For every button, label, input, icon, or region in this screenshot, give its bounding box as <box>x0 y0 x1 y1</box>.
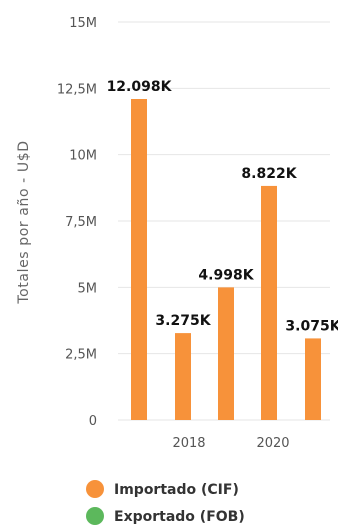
y-tick-label: 10M <box>69 149 97 164</box>
data-label: 12.098K <box>107 79 173 95</box>
grid <box>118 21 330 421</box>
x-tick-label: 2018 <box>172 436 205 451</box>
y-tick-label: 2,5M <box>65 348 97 363</box>
data-label: 3.075K <box>285 318 338 334</box>
y-tick-label: 7,5M <box>65 215 97 230</box>
bar[interactable] <box>261 185 277 420</box>
x-tick-label: 2020 <box>256 436 289 451</box>
legend-item[interactable]: Importado (CIF) <box>86 480 239 498</box>
bar[interactable] <box>131 98 147 421</box>
y-tick-label: 5M <box>78 281 98 296</box>
y-tick-label: 0 <box>89 414 97 429</box>
x-axis: 2018 2020 <box>172 436 289 451</box>
legend-item[interactable]: Exportado (FOB) <box>86 507 245 525</box>
y-axis-title: Totales por año - U$D <box>16 140 32 304</box>
bar[interactable] <box>305 338 321 420</box>
legend: Importado (CIF) Exportado (FOB) <box>86 480 245 525</box>
data-label: 8.822K <box>241 166 297 182</box>
legend-marker <box>86 507 104 525</box>
bar[interactable] <box>175 333 191 420</box>
legend-marker <box>86 480 104 498</box>
data-label: 4.998K <box>198 267 254 283</box>
y-axis: 0 2,5M 5M 7,5M 10M 12,5M 15M <box>57 16 97 429</box>
y-tick-label: 12,5M <box>57 82 97 97</box>
y-tick-label: 15M <box>69 16 97 31</box>
data-labels: 12.098K 3.275K 4.998K 8.822K 3.075K <box>107 79 338 334</box>
bars <box>131 98 321 421</box>
legend-label: Importado (CIF) <box>114 482 239 498</box>
data-label: 3.275K <box>155 313 211 329</box>
legend-label: Exportado (FOB) <box>114 509 245 525</box>
bar[interactable] <box>218 287 234 420</box>
